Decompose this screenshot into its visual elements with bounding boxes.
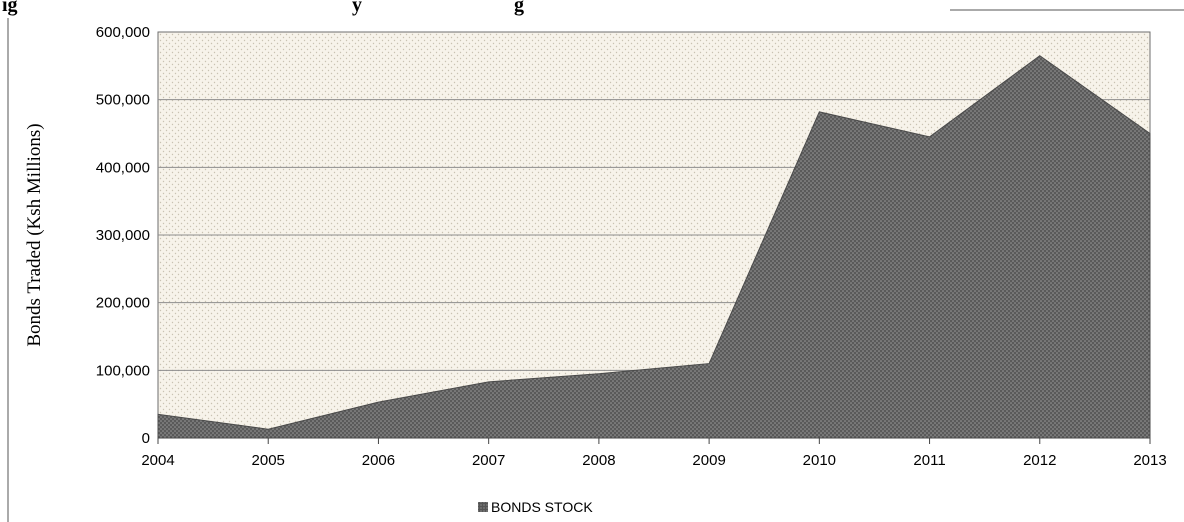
legend-swatch-bonds-stock [478, 502, 488, 512]
x-tick-label: 2005 [252, 452, 285, 469]
y-tick-label: 200,000 [96, 295, 150, 312]
y-tick-label: 600,000 [96, 24, 150, 41]
x-tick-label: 2012 [1023, 452, 1056, 469]
legend-label-bonds-stock: BONDS STOCK [491, 499, 593, 515]
y-axis-title: Bonds Traded (Ksh Millions) [24, 123, 45, 346]
x-tick-label: 2007 [472, 452, 505, 469]
x-axis-tick-marks [157, 438, 1151, 444]
x-tick-label: 2006 [362, 452, 395, 469]
x-tick-label: 2010 [803, 452, 836, 469]
y-axis-tick-labels: 0 100,000 200,000 300,000 400,000 500,000 600,… [96, 24, 150, 447]
x-tick-label: 2013 [1133, 452, 1166, 469]
y-tick-label: 300,000 [96, 227, 150, 244]
legend: BONDS STOCK [478, 499, 593, 515]
figure-title-fragment-2: y [352, 0, 362, 16]
y-tick-label: 500,000 [96, 92, 150, 109]
x-tick-label: 2009 [692, 452, 725, 469]
area-series-bonds-stock [157, 55, 1151, 439]
y-tick-label: 0 [142, 430, 150, 447]
x-tick-label: 2011 [913, 452, 945, 469]
figure-title-fragment: ig [2, 0, 18, 16]
x-tick-label: 2004 [141, 452, 174, 469]
figure-title-fragment-3: g [514, 0, 524, 16]
x-tick-label: 2008 [582, 452, 615, 469]
y-tick-label: 400,000 [96, 159, 150, 176]
x-axis-tick-labels: 2004 2005 2006 2007 2008 2009 2010 2011 2012 2013 [141, 452, 1166, 469]
y-tick-label: 100,000 [96, 362, 150, 379]
